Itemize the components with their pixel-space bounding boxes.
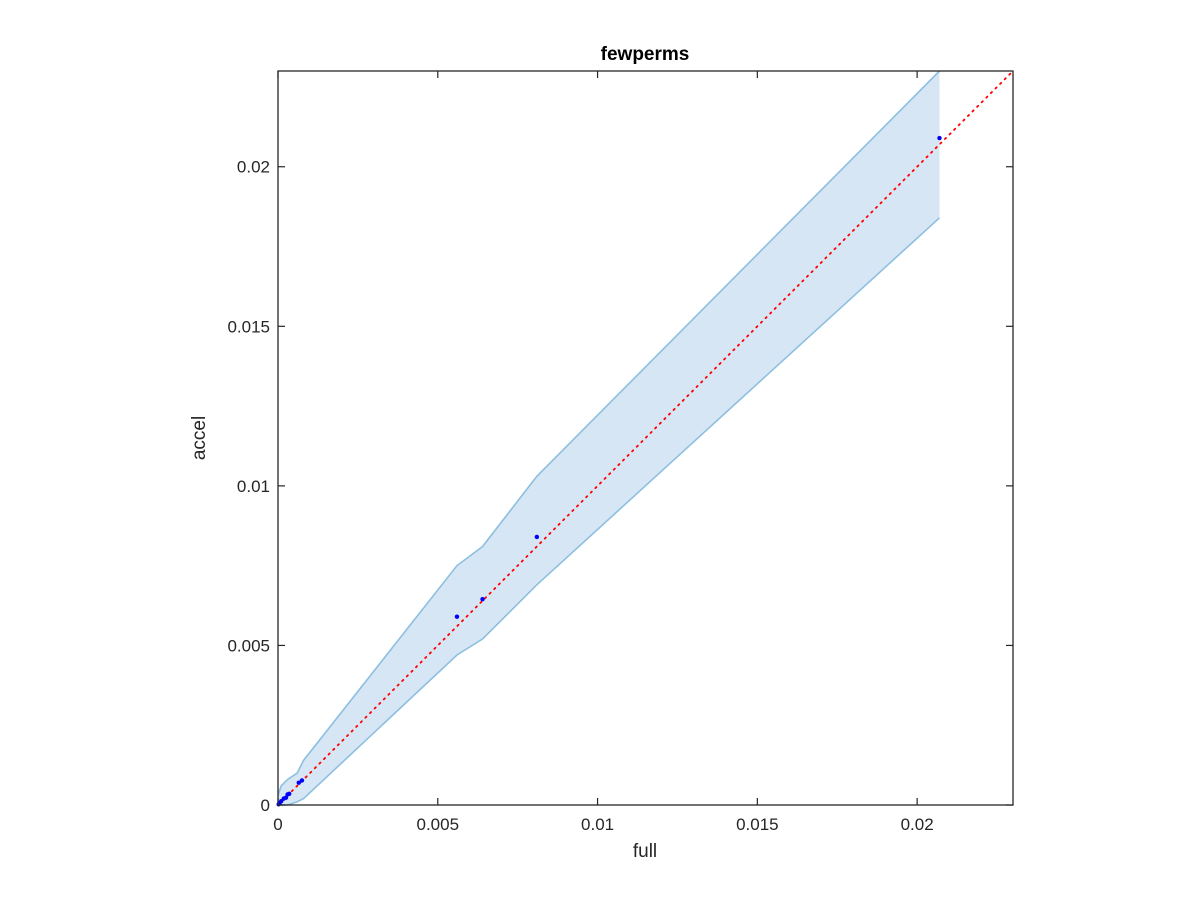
data-point	[286, 791, 292, 797]
x-axis-label: full	[633, 841, 657, 862]
data-point	[534, 534, 540, 540]
reference-line-layer	[277, 70, 1014, 806]
data-point	[296, 780, 301, 785]
data-point	[454, 614, 460, 619]
x-tick-label: 0.015	[736, 815, 779, 834]
y-tick-label: 0	[261, 796, 270, 815]
axis-ticks: 0 0.005 0.01 0.015 0.02 0 0.005 0.01 0.015 0.02	[227, 71, 1013, 834]
y-axis-label: accel	[189, 416, 210, 460]
y-tick-label: 0.015	[227, 317, 270, 336]
x-tick-label: 0.01	[581, 815, 614, 834]
band-upper-edge	[277, 70, 941, 796]
x-tick-label: 0.02	[901, 815, 934, 834]
axes-box	[277, 70, 1014, 806]
chart-title: fewperms	[601, 44, 690, 65]
x-tick-label: 0	[273, 815, 282, 834]
band-fill	[278, 71, 940, 805]
y-tick-label: 0.005	[227, 636, 270, 655]
data-point	[480, 596, 485, 602]
data-point	[937, 135, 942, 141]
reference-line	[277, 70, 1014, 806]
x-tick-label: 0.005	[417, 815, 460, 834]
y-tick-label: 0.02	[237, 158, 270, 177]
y-tick-label: 0.01	[237, 477, 270, 496]
data-point	[299, 778, 305, 783]
